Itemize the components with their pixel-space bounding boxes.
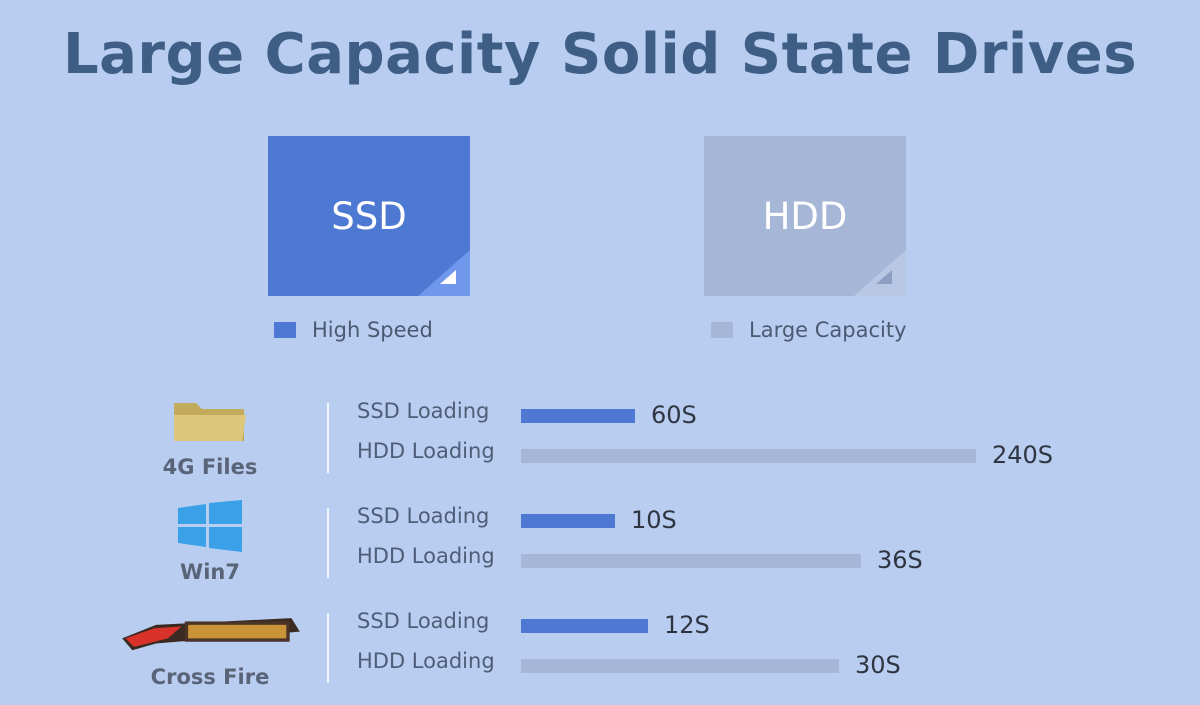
ssd-card-label: SSD <box>331 194 407 238</box>
cross-fire-logo-icon <box>122 618 300 651</box>
legend-ssd: High Speed <box>274 318 433 342</box>
windows-logo-icon <box>178 500 242 552</box>
bar-hdd <box>521 449 976 463</box>
page-title: Large Capacity Solid State Drives <box>62 22 1138 87</box>
value-label-ssd: 60S <box>651 401 697 429</box>
legend-label-hdd: Large Capacity <box>749 318 907 342</box>
value-label-ssd: 10S <box>631 506 677 534</box>
hdd-card: HDD <box>704 136 906 296</box>
group-name: Cross Fire <box>150 665 270 689</box>
hdd-card-label: HDD <box>762 194 848 238</box>
legend-swatch-hdd <box>711 322 733 338</box>
legend-hdd: Large Capacity <box>711 318 907 342</box>
divider <box>327 403 329 473</box>
series-label-ssd: SSD Loading <box>357 609 490 633</box>
value-label-hdd: 36S <box>877 546 923 574</box>
series-label-hdd: HDD Loading <box>357 439 495 463</box>
legend-label-ssd: High Speed <box>312 318 433 342</box>
group-name: 4G Files <box>162 455 258 479</box>
bar-hdd <box>521 659 839 673</box>
folder-icon <box>174 403 246 441</box>
value-label-hdd: 240S <box>992 441 1054 469</box>
bar-hdd <box>521 554 861 568</box>
value-label-ssd: 12S <box>664 611 710 639</box>
bar-ssd <box>521 619 648 633</box>
divider <box>327 613 329 683</box>
series-label-hdd: HDD Loading <box>357 544 495 568</box>
loading-group-4g-files: 4G Files SSD Loading HDD Loading 60S 240… <box>0 395 1200 495</box>
corner-triangle-icon <box>418 250 470 296</box>
group-name: Win7 <box>180 560 240 584</box>
loading-group-cross-fire: Cross Fire SSD Loading HDD Loading 12S 3… <box>0 605 1200 705</box>
legend-swatch-ssd <box>274 322 296 338</box>
series-label-ssd: SSD Loading <box>357 399 490 423</box>
ssd-card: SSD <box>268 136 470 296</box>
bar-ssd <box>521 409 635 423</box>
loading-group-win7: Win7 SSD Loading HDD Loading 10S 36S <box>0 500 1200 600</box>
series-label-ssd: SSD Loading <box>357 504 490 528</box>
value-label-hdd: 30S <box>855 651 901 679</box>
bar-ssd <box>521 514 615 528</box>
divider <box>327 508 329 578</box>
corner-triangle-icon <box>854 250 906 296</box>
series-label-hdd: HDD Loading <box>357 649 495 673</box>
